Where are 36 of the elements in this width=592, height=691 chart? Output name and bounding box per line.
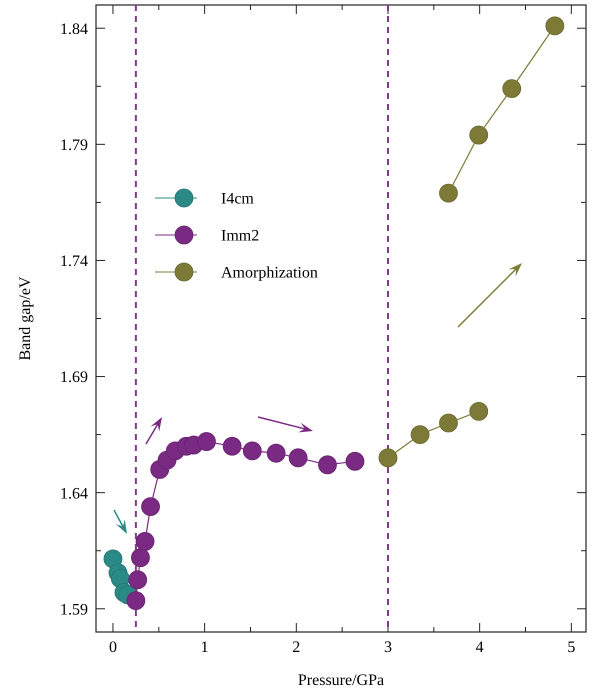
y-tick-label: 1.69 xyxy=(60,369,88,386)
point xyxy=(128,570,148,590)
x-tick-label: 2 xyxy=(292,639,300,656)
y-tick-label: 1.59 xyxy=(60,601,88,618)
point xyxy=(346,452,364,471)
point xyxy=(545,16,564,36)
x-tick-label: 1 xyxy=(200,639,209,656)
legend-label: Amorphization xyxy=(221,264,318,282)
point xyxy=(469,402,488,421)
y-tick-label: 1.74 xyxy=(60,253,88,270)
y-tick-label: 1.84 xyxy=(60,20,88,38)
point xyxy=(469,126,488,144)
point xyxy=(410,425,430,444)
y-tick-label: 1.64 xyxy=(60,485,88,502)
x-axis-title: Pressure/GPa xyxy=(298,672,384,689)
x-tick-label: 5 xyxy=(567,639,576,656)
x-tick-label: 3 xyxy=(384,639,392,656)
point xyxy=(242,441,262,460)
legend-label: Imm2 xyxy=(221,228,260,245)
point xyxy=(197,432,216,451)
point xyxy=(439,414,458,432)
point xyxy=(126,591,146,610)
y-axis-title: Band gap/eV xyxy=(17,276,34,360)
point xyxy=(378,448,398,468)
point xyxy=(288,448,308,468)
y-tick-label: 1.79 xyxy=(60,136,88,154)
legend-label: I4cm xyxy=(221,190,254,208)
point xyxy=(439,184,458,202)
point xyxy=(141,497,160,516)
point xyxy=(318,455,337,474)
point xyxy=(266,444,286,463)
point xyxy=(222,436,242,456)
point xyxy=(136,532,154,551)
x-tick-label: 4 xyxy=(476,639,484,656)
point xyxy=(502,79,522,98)
x-tick-label: 0 xyxy=(108,639,117,656)
